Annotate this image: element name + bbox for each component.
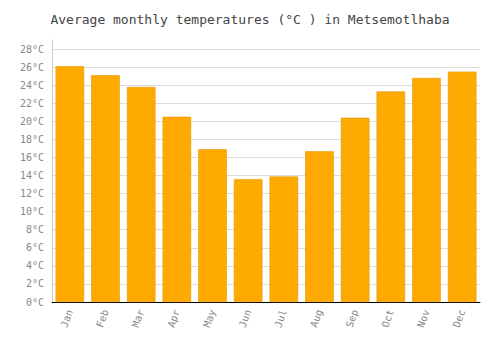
svg-text:10°C: 10°C	[20, 206, 44, 217]
svg-text:Jul: Jul	[272, 308, 289, 329]
svg-text:Jan: Jan	[58, 308, 75, 329]
svg-text:20°C: 20°C	[20, 116, 44, 127]
svg-text:8°C: 8°C	[26, 224, 44, 235]
svg-text:14°C: 14°C	[20, 170, 44, 181]
svg-text:18°C: 18°C	[20, 134, 44, 145]
svg-text:Sep: Sep	[344, 308, 361, 329]
svg-text:22°C: 22°C	[20, 98, 44, 109]
svg-text:Dec: Dec	[451, 308, 468, 329]
svg-text:12°C: 12°C	[20, 188, 44, 199]
svg-text:Oct: Oct	[379, 308, 396, 329]
svg-text:May: May	[201, 308, 218, 329]
svg-text:28°C: 28°C	[20, 44, 44, 55]
svg-text:Apr: Apr	[165, 308, 182, 329]
svg-text:16°C: 16°C	[20, 152, 44, 163]
svg-text:Mar: Mar	[130, 308, 147, 329]
svg-text:6°C: 6°C	[26, 242, 44, 253]
svg-text:24°C: 24°C	[20, 80, 44, 91]
svg-text:26°C: 26°C	[20, 62, 44, 73]
svg-text:0°C: 0°C	[26, 297, 44, 308]
svg-text:Aug: Aug	[308, 308, 325, 329]
svg-text:2°C: 2°C	[26, 278, 44, 289]
svg-text:Nov: Nov	[415, 308, 432, 329]
svg-text:4°C: 4°C	[26, 260, 44, 271]
svg-text:Feb: Feb	[94, 308, 111, 329]
svg-text:Average monthly temperatures (: Average monthly temperatures (°C ) in Me…	[50, 12, 449, 27]
svg-text:Jun: Jun	[237, 308, 254, 329]
